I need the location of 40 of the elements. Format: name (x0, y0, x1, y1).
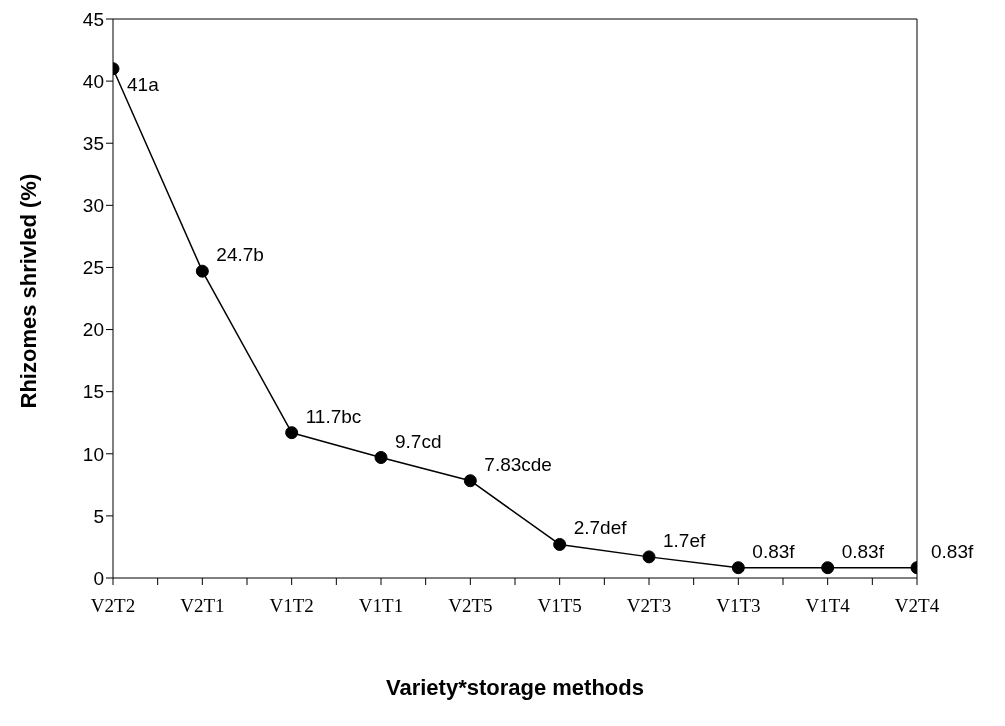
point (731, 561, 745, 575)
y-tick-label: 20 (82, 319, 104, 341)
y-tick-label: 15 (82, 381, 104, 403)
point (821, 561, 835, 575)
x-tick-label: V1T3 (716, 595, 761, 617)
x-axis-title: Variety*storage methods (386, 675, 644, 700)
data-label: 9.7cd (395, 430, 442, 452)
x-tick-label: V2T1 (180, 595, 225, 617)
point (553, 537, 567, 551)
data-label: 7.83cde (484, 453, 552, 475)
x-tick-label: V1T1 (358, 595, 404, 617)
point (195, 264, 209, 278)
x-tick-label: V2T2 (90, 595, 136, 617)
point (642, 550, 656, 564)
x-tick-label: V2T4 (894, 595, 940, 617)
x-tick-label: V2T3 (626, 595, 672, 617)
y-axis-title: Rhizomes shrivled (%) (15, 173, 41, 409)
data-label: 41a (127, 73, 160, 95)
data-label: 0.83f (752, 540, 796, 562)
x-tick-label: V2T5 (448, 595, 493, 617)
data-label: 11.7bc (305, 405, 362, 427)
data-label: 24.7b (216, 244, 264, 266)
y-tick-label: 0 (93, 567, 104, 589)
point (285, 426, 299, 440)
y-tick-label: 40 (82, 70, 104, 92)
y-tick-label: 35 (82, 132, 104, 154)
data-label: 0.83f (841, 540, 885, 562)
x-tick-label: V1T4 (805, 595, 851, 617)
x-tick-label: V1T5 (537, 595, 582, 617)
data-label: 1.7ef (663, 529, 706, 551)
data-label: 0.83f (931, 540, 974, 562)
data-label: 2.7def (573, 517, 628, 539)
y-tick-label: 5 (93, 505, 104, 527)
y-tick-label: 10 (82, 443, 104, 465)
y-tick-label: 25 (82, 257, 104, 279)
y-tick-label: 30 (82, 195, 104, 217)
x-tick-label: V1T2 (269, 595, 314, 617)
y-tick-label: 45 (82, 8, 104, 30)
point (463, 474, 477, 488)
point (374, 451, 388, 464)
